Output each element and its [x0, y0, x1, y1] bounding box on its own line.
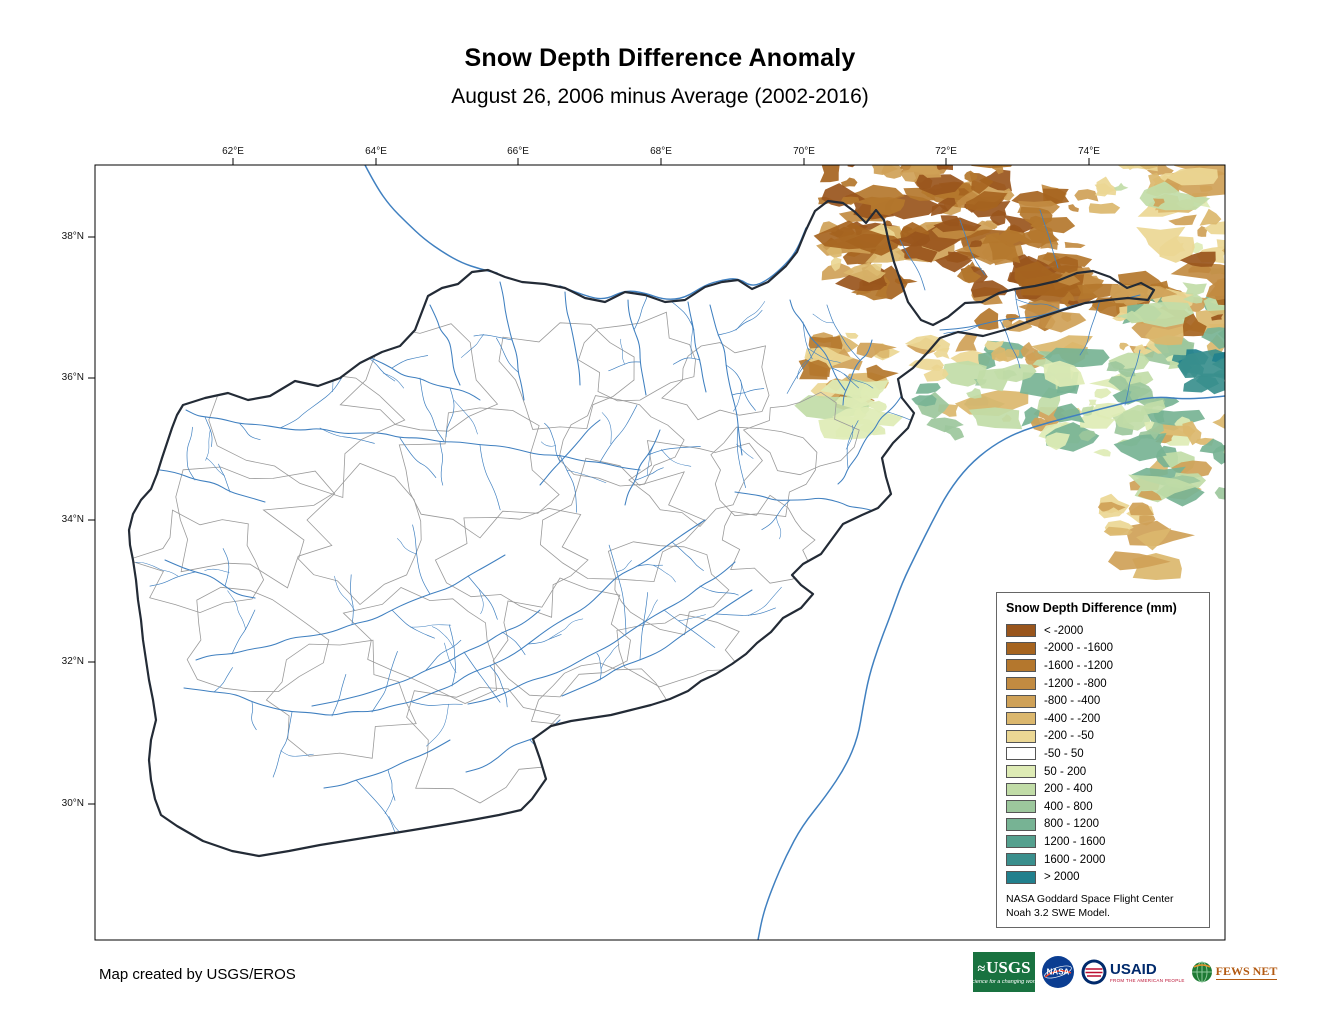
- lat-tick-label: 34°N: [61, 514, 84, 525]
- legend-note-line1: NASA Goddard Space Flight Center: [1006, 892, 1174, 905]
- map-credit: Map created by USGS/EROS: [99, 966, 296, 983]
- legend-item: > 2000: [1006, 868, 1200, 886]
- tick-marks: [88, 158, 1090, 805]
- legend-note: NASA Goddard Space Flight Center Noah 3.…: [1006, 893, 1200, 920]
- legend-item-label: -800 - -400: [1044, 695, 1101, 708]
- legend-item-label: 400 - 800: [1044, 800, 1093, 813]
- legend-item-label: -1200 - -800: [1044, 677, 1107, 690]
- lon-tick-label: 64°E: [365, 146, 387, 157]
- usgs-wave-icon: ≈: [977, 962, 986, 977]
- legend-item: -1600 - -1200: [1006, 657, 1200, 675]
- legend-swatch: [1006, 677, 1036, 691]
- legend-item: -200 - -50: [1006, 728, 1200, 746]
- legend: Snow Depth Difference (mm) < -2000 -2000 …: [996, 592, 1210, 929]
- afghanistan-border: [127, 199, 1156, 858]
- legend-swatch: [1006, 870, 1036, 884]
- lon-tick-label: 62°E: [222, 146, 244, 157]
- legend-item: -2000 - -1600: [1006, 640, 1200, 658]
- legend-item: 50 - 200: [1006, 763, 1200, 781]
- legend-swatch: [1006, 641, 1036, 655]
- lat-tick-label: 38°N: [61, 231, 84, 242]
- lon-tick-label: 72°E: [935, 146, 957, 157]
- legend-item: 800 - 1200: [1006, 816, 1200, 834]
- legend-item-label: 50 - 200: [1044, 765, 1087, 778]
- legend-swatch: [1006, 747, 1036, 761]
- legend-item: -400 - -200: [1006, 710, 1200, 728]
- legend-item: -50 - 50: [1006, 745, 1200, 763]
- lon-tick-label: 66°E: [507, 146, 529, 157]
- lon-tick-label: 74°E: [1078, 146, 1100, 157]
- legend-swatch: [1006, 712, 1036, 726]
- legend-item: -800 - -400: [1006, 692, 1200, 710]
- legend-item-label: > 2000: [1044, 871, 1080, 884]
- legend-swatch: [1006, 729, 1036, 743]
- lon-tick-label: 68°E: [650, 146, 672, 157]
- legend-item-label: 200 - 400: [1044, 783, 1093, 796]
- nasa-wordmark: NASA: [1047, 968, 1070, 977]
- legend-items: < -2000 -2000 - -1600 -1600 - -1200 -1200 -…: [1006, 622, 1200, 886]
- lat-tick-label: 32°N: [61, 656, 84, 667]
- page-title: Snow Depth Difference Anomaly: [464, 44, 856, 72]
- map-frame: [94, 164, 1226, 941]
- legend-note-line2: Noah 3.2 SWE Model.: [1006, 906, 1110, 919]
- legend-swatch: [1006, 765, 1036, 779]
- legend-item: 1200 - 1600: [1006, 833, 1200, 851]
- usaid-emblem-icon: [1081, 959, 1107, 985]
- fewsnet-logo: FEWS NET: [1191, 961, 1278, 983]
- legend-item-label: 1200 - 1600: [1044, 835, 1106, 848]
- legend-swatch: [1006, 817, 1036, 831]
- legend-item-label: -200 - -50: [1044, 730, 1094, 743]
- legend-item: 200 - 400: [1006, 780, 1200, 798]
- nasa-meatball-icon: NASA: [1042, 956, 1074, 988]
- lat-tick-label: 36°N: [61, 372, 84, 383]
- legend-swatch: [1006, 782, 1036, 796]
- external-rivers-layer: [364, 165, 1225, 940]
- legend-swatch: [1006, 659, 1036, 673]
- page-subtitle: August 26, 2006 minus Average (2002-2016…: [451, 85, 869, 108]
- legend-swatch: [1006, 835, 1036, 849]
- legend-item: 400 - 800: [1006, 798, 1200, 816]
- fewsnet-wordmark: FEWS NET: [1215, 964, 1278, 980]
- usaid-tagline: FROM THE AMERICAN PEOPLE: [1110, 977, 1185, 983]
- lon-tick-label: 70°E: [793, 146, 815, 157]
- legend-swatch: [1006, 694, 1036, 708]
- usaid-logo: USAID FROM THE AMERICAN PEOPLE: [1081, 959, 1185, 985]
- admin-boundaries-layer: [129, 311, 860, 804]
- legend-item-label: -1600 - -1200: [1044, 659, 1114, 672]
- legend-item-label: < -2000: [1044, 624, 1084, 637]
- usaid-wordmark: USAID: [1110, 960, 1157, 978]
- logo-row: ≈USGS science for a changing world NASA …: [969, 952, 1278, 992]
- legend-item-label: 1600 - 2000: [1044, 853, 1106, 866]
- legend-item: < -2000: [1006, 622, 1200, 640]
- legend-title: Snow Depth Difference (mm): [1006, 601, 1177, 615]
- legend-item-label: -400 - -200: [1044, 712, 1101, 725]
- legend-item: 1600 - 2000: [1006, 851, 1200, 869]
- nasa-logo: NASA: [1041, 955, 1075, 989]
- snow-anomaly-terrain-layer: [794, 165, 1225, 580]
- legend-swatch: [1006, 624, 1036, 638]
- usgs-tagline: science for a changing world: [969, 979, 1039, 985]
- legend-swatch: [1006, 800, 1036, 814]
- legend-item-label: -2000 - -1600: [1044, 642, 1114, 655]
- legend-swatch: [1006, 853, 1036, 867]
- fewsnet-globe-icon: [1191, 961, 1212, 983]
- usgs-logo: ≈USGS science for a changing world: [969, 952, 1039, 992]
- legend-item-label: -50 - 50: [1044, 747, 1084, 760]
- legend-item-label: 800 - 1200: [1044, 818, 1099, 831]
- legend-item: -1200 - -800: [1006, 675, 1200, 693]
- lat-tick-label: 30°N: [61, 798, 84, 809]
- usgs-wordmark: USGS: [986, 958, 1031, 977]
